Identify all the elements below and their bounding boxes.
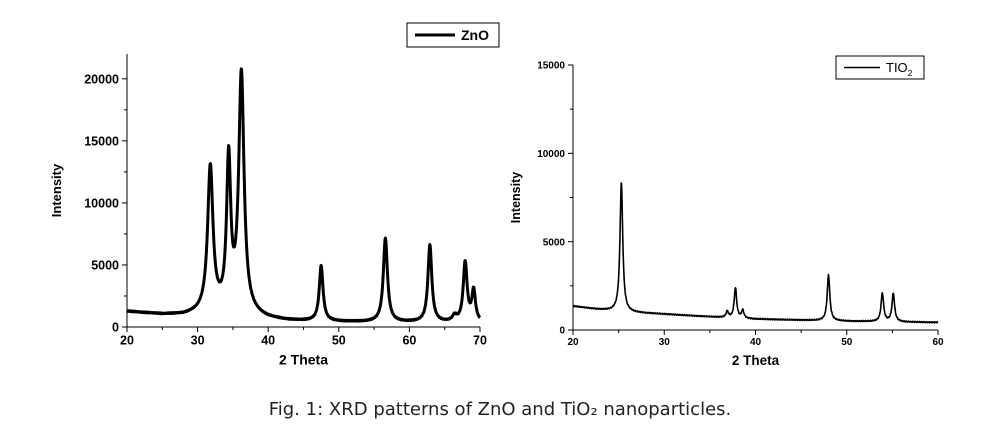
y-tick-label: 0: [559, 326, 565, 337]
x-tick-label: 40: [261, 334, 275, 348]
x-tick-label: 30: [191, 334, 205, 348]
x-axis-label: 2 Theta: [279, 352, 328, 368]
x-tick-label: 60: [932, 337, 944, 348]
legend-label: TIO2: [886, 60, 913, 78]
y-tick-label: 5000: [543, 237, 566, 248]
legend: ZnO: [406, 22, 500, 48]
legend-label-subscript: 2: [908, 68, 913, 78]
y-tick-label: 10000: [84, 196, 119, 210]
y-axis-label: Intensity: [49, 163, 64, 217]
x-tick-label: 50: [332, 334, 346, 348]
x-tick-label: 40: [750, 337, 762, 348]
legend-label: ZnO: [461, 27, 489, 43]
x-tick-label: 20: [120, 334, 134, 348]
y-tick-label: 0: [112, 321, 119, 335]
y-axis-label: Intensity: [509, 172, 523, 223]
y-tick-label: 10000: [537, 149, 565, 160]
x-tick-label: 30: [659, 337, 671, 348]
x-tick-label: 70: [473, 334, 487, 348]
y-tick-label: 15000: [537, 61, 565, 72]
x-tick-label: 60: [402, 334, 416, 348]
chart-tio2: 20 30 40 50 60 0 5000 10000 15000 2 Theta Intensit…: [509, 55, 944, 368]
series-line-1: [125, 67, 482, 323]
y-tick-label: 20000: [84, 72, 119, 86]
y-tick-label: 5000: [91, 258, 119, 272]
figure-caption: Fig. 1: XRD patterns of ZnO and TiO₂ nan…: [268, 399, 732, 420]
y-tick-label: 15000: [84, 134, 119, 148]
x-axis-label: 2 Theta: [732, 353, 780, 368]
legend: TIO2: [835, 55, 925, 80]
x-tick-label: 20: [567, 337, 579, 348]
chart-zno: 20 30 40 50 60 70 0 5000 10000 15000 20000 2 Theta I…: [49, 22, 500, 368]
x-tick-label: 50: [841, 337, 853, 348]
series-line-1: [572, 182, 939, 324]
